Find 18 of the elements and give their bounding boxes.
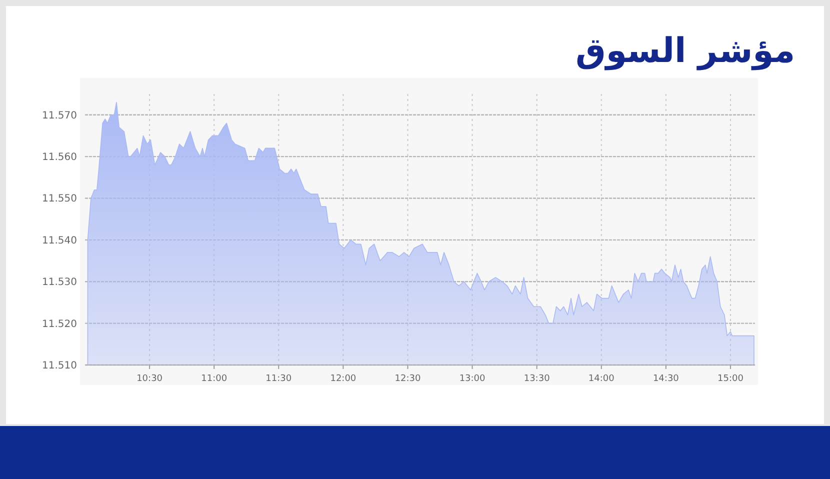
x-tick-label: 14:30 — [652, 374, 680, 384]
y-tick-label: 11.570 — [42, 110, 77, 122]
x-tick-label: 13:30 — [524, 374, 550, 384]
y-tick-label: 11.540 — [42, 235, 77, 246]
x-tick-label: 12:00 — [330, 374, 356, 384]
y-tick-label: 11.560 — [42, 152, 77, 164]
x-tick-label: 12:30 — [394, 374, 421, 384]
chart-title: مؤشر السوق — [575, 31, 795, 71]
x-tick-label: 10:30 — [136, 374, 163, 384]
y-tick-label: 11.520 — [42, 318, 77, 330]
y-tick-label: 11.550 — [42, 194, 77, 205]
y-tick-label: 11.530 — [42, 277, 77, 288]
x-tick-label: 14:00 — [588, 374, 615, 384]
x-tick-label: 11:00 — [201, 374, 228, 384]
x-tick-label: 15:00 — [718, 374, 744, 384]
y-tick-label: 11.510 — [42, 360, 77, 372]
x-tick-label: 13:00 — [459, 374, 486, 384]
x-tick-label: 11:30 — [266, 374, 292, 384]
